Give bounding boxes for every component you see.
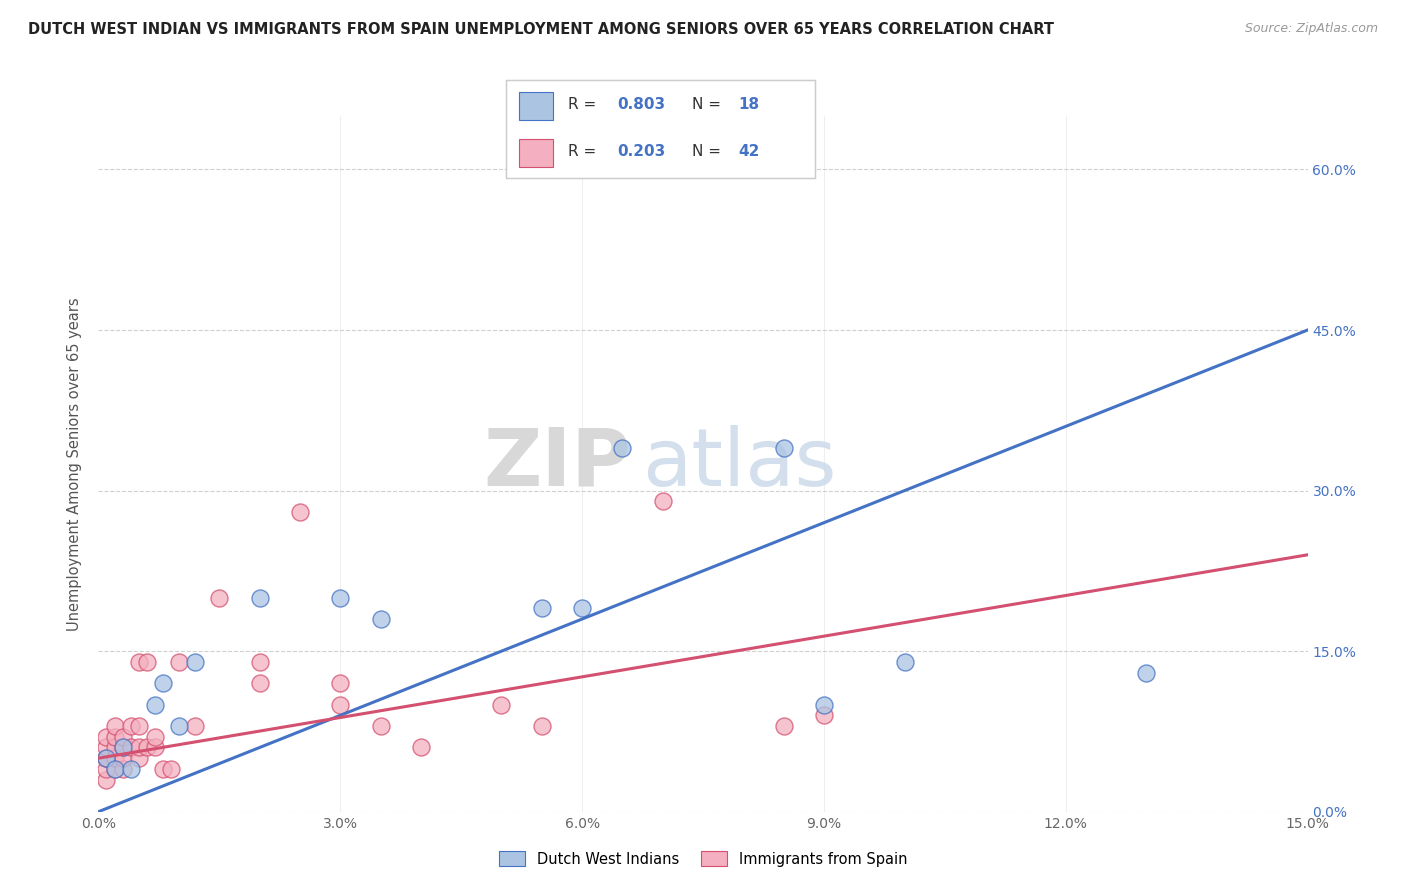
Point xyxy=(409,740,432,755)
Text: N =: N = xyxy=(692,97,725,112)
Point xyxy=(135,740,157,755)
Point xyxy=(249,676,271,690)
Point xyxy=(96,751,118,765)
Text: atlas: atlas xyxy=(643,425,837,503)
Point xyxy=(128,655,150,669)
Point xyxy=(329,676,352,690)
Point xyxy=(96,772,118,787)
Point xyxy=(103,762,125,776)
Point xyxy=(111,762,134,776)
Point xyxy=(96,730,118,744)
Point xyxy=(813,708,835,723)
Point xyxy=(370,719,392,733)
Point xyxy=(813,698,835,712)
Point xyxy=(111,740,134,755)
Point xyxy=(96,740,118,755)
Point xyxy=(772,719,794,733)
Point xyxy=(288,505,311,519)
Point xyxy=(329,591,352,605)
Point xyxy=(103,730,125,744)
Point xyxy=(128,751,150,765)
Point xyxy=(1135,665,1157,680)
Point xyxy=(491,698,513,712)
Point xyxy=(249,591,271,605)
Point xyxy=(893,655,915,669)
Point xyxy=(128,740,150,755)
Text: R =: R = xyxy=(568,145,602,160)
Point xyxy=(103,762,125,776)
Point xyxy=(143,740,166,755)
Point xyxy=(103,751,125,765)
Point xyxy=(772,441,794,455)
Point xyxy=(160,762,183,776)
Point xyxy=(120,740,142,755)
Point xyxy=(530,601,553,615)
Point xyxy=(152,762,174,776)
Point xyxy=(530,719,553,733)
Bar xyxy=(519,139,553,167)
Point xyxy=(111,730,134,744)
Point xyxy=(128,719,150,733)
Bar xyxy=(519,92,553,120)
Point xyxy=(167,655,190,669)
Point xyxy=(329,698,352,712)
Point xyxy=(120,762,142,776)
Text: 0.203: 0.203 xyxy=(617,145,666,160)
Y-axis label: Unemployment Among Seniors over 65 years: Unemployment Among Seniors over 65 years xyxy=(67,297,83,631)
Point xyxy=(612,441,634,455)
Point xyxy=(143,730,166,744)
Point xyxy=(103,740,125,755)
Text: DUTCH WEST INDIAN VS IMMIGRANTS FROM SPAIN UNEMPLOYMENT AMONG SENIORS OVER 65 YE: DUTCH WEST INDIAN VS IMMIGRANTS FROM SPA… xyxy=(28,22,1054,37)
Point xyxy=(96,751,118,765)
Point xyxy=(184,655,207,669)
Point xyxy=(152,676,174,690)
Point xyxy=(249,655,271,669)
Point xyxy=(111,740,134,755)
Point xyxy=(135,655,157,669)
Point xyxy=(370,612,392,626)
Legend: Dutch West Indians, Immigrants from Spain: Dutch West Indians, Immigrants from Spai… xyxy=(492,844,914,874)
Text: 42: 42 xyxy=(738,145,759,160)
Point xyxy=(184,719,207,733)
Text: Source: ZipAtlas.com: Source: ZipAtlas.com xyxy=(1244,22,1378,36)
Point xyxy=(651,494,673,508)
Point xyxy=(103,719,125,733)
Text: 0.803: 0.803 xyxy=(617,97,665,112)
Point xyxy=(120,719,142,733)
Text: R =: R = xyxy=(568,97,602,112)
Point xyxy=(208,591,231,605)
Text: N =: N = xyxy=(692,145,725,160)
Point xyxy=(111,751,134,765)
Point xyxy=(143,698,166,712)
Text: 18: 18 xyxy=(738,97,759,112)
Point xyxy=(571,601,593,615)
Point xyxy=(167,719,190,733)
Text: ZIP: ZIP xyxy=(484,425,630,503)
Point xyxy=(96,751,118,765)
Point xyxy=(96,762,118,776)
